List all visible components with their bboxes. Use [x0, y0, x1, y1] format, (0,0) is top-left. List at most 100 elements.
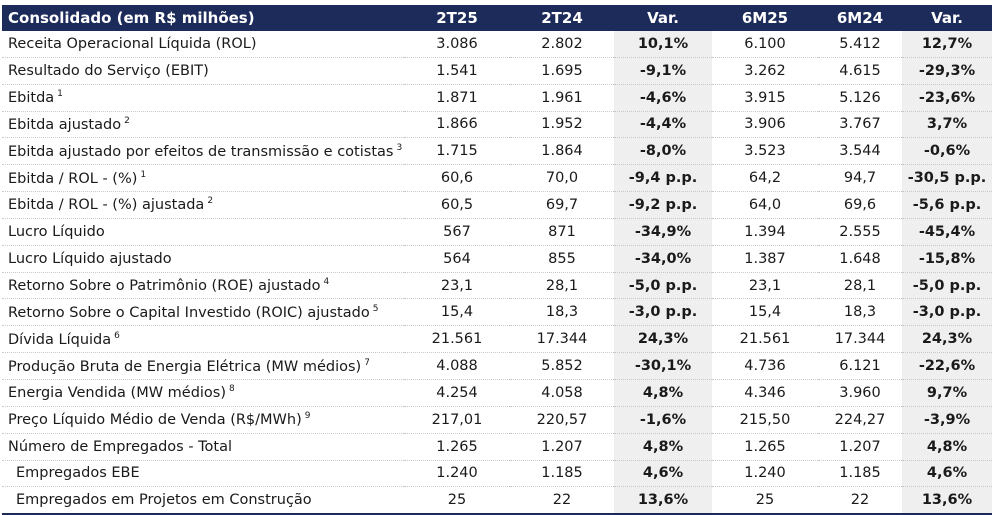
footnote-marker: 7 [364, 357, 370, 368]
cell-2t24: 1.952 [510, 111, 614, 139]
cell-6m25: 25 [712, 486, 818, 515]
cell-6m24: 3.767 [818, 111, 902, 139]
table-row: Preço Líquido Médio de Venda (R$/MWh) 9 21… [2, 406, 992, 434]
row-label: Retorno Sobre o Capital Investido (ROIC)… [8, 304, 370, 321]
cell-2t25: 60,6 [404, 164, 510, 193]
row-label: Ebitda ajustado [8, 116, 122, 133]
header-var-semester: Var. [902, 5, 992, 31]
cell-6m25: 1.265 [712, 433, 818, 461]
cell-2t24: 22 [510, 486, 614, 515]
cell-var-semester: 4,6% [902, 460, 992, 488]
cell-6m25: 64,0 [712, 191, 818, 219]
cell-2t24: 855 [510, 245, 614, 273]
cell-2t24: 1.207 [510, 433, 614, 461]
cell-2t24: 4.058 [510, 379, 614, 407]
table-row: Empregados em Projetos em Construção 25 22… [2, 486, 992, 515]
cell-6m25: 3.915 [712, 84, 818, 112]
row-label-cell: Empregados EBE [2, 460, 404, 488]
cell-6m25: 23,1 [712, 272, 818, 300]
footnote-marker: 1 [57, 89, 63, 100]
cell-var-semester: -29,3% [902, 57, 992, 85]
footnote-marker: 9 [304, 411, 311, 422]
row-label: Preço Líquido Médio de Venda (R$/MWh) [8, 412, 302, 429]
header-label: Consolidado (em R$ milhões) [2, 5, 404, 31]
cell-6m24: 94,7 [818, 164, 902, 193]
cell-6m25: 3.906 [712, 111, 818, 139]
header-var-quarter: Var. [614, 5, 712, 31]
row-label-cell: Retorno Sobre o Capital Investido (ROIC)… [2, 298, 404, 327]
header-6m25: 6M25 [712, 5, 818, 31]
cell-2t25: 23,1 [404, 272, 510, 300]
table-row: Produção Bruta de Energia Elétrica (MW m… [2, 352, 992, 380]
cell-6m25: 3.262 [712, 57, 818, 85]
cell-var-semester: 13,6% [902, 486, 992, 515]
row-label: Lucro Líquido [8, 223, 105, 240]
cell-var-quarter: 4,6% [614, 460, 712, 488]
cell-var-quarter: 4,8% [614, 433, 712, 461]
cell-2t25: 60,5 [404, 191, 510, 219]
cell-var-quarter: -8,0% [614, 137, 712, 166]
cell-var-semester: 3,7% [902, 111, 992, 139]
cell-2t24: 69,7 [510, 191, 614, 219]
cell-var-quarter: -4,4% [614, 111, 712, 139]
cell-var-semester: -3,9% [902, 406, 992, 434]
table-row: Receita Operacional Líquida (ROL) 3.086 2.… [2, 31, 992, 58]
cell-var-quarter: -5,0 p.p. [614, 272, 712, 300]
cell-6m24: 69,6 [818, 191, 902, 219]
cell-var-quarter: 4,8% [614, 379, 712, 407]
table-body: Receita Operacional Líquida (ROL) 3.086 2.… [2, 31, 992, 515]
table-row: Ebitda ajustado 2 1.866 1.952 -4,4% 3.906 3.76… [2, 111, 992, 139]
cell-var-semester: 4,8% [902, 433, 992, 461]
table-row: Ebitda / ROL - (%) ajustada 2 60,5 69,7 -9,2… [2, 191, 992, 219]
financial-summary-table: Consolidado (em R$ milhões) 2T25 2T24 Va… [2, 5, 992, 515]
cell-2t25: 1.871 [404, 84, 510, 112]
cell-var-quarter: 24,3% [614, 325, 712, 354]
cell-var-quarter: -34,9% [614, 218, 712, 246]
cell-2t24: 2.802 [510, 31, 614, 58]
cell-var-quarter: -4,6% [614, 84, 712, 112]
row-label: Energia Vendida (MW médios) [8, 385, 227, 402]
cell-2t24: 1.185 [510, 460, 614, 488]
cell-6m24: 17.344 [818, 325, 902, 354]
cell-2t25: 564 [404, 245, 510, 273]
row-label-cell: Empregados em Projetos em Construção [2, 486, 404, 515]
row-label: Ebitda [8, 90, 55, 107]
cell-2t24: 1.695 [510, 57, 614, 85]
row-label-cell: Produção Bruta de Energia Elétrica (MW m… [2, 352, 404, 380]
cell-6m25: 6.100 [712, 31, 818, 58]
cell-var-semester: -45,4% [902, 218, 992, 246]
row-label-cell: Ebitda 1 [2, 84, 404, 112]
footnote-marker: 2 [124, 115, 130, 126]
cell-2t24: 1.864 [510, 137, 614, 166]
cell-var-quarter: 13,6% [614, 486, 712, 515]
row-label: Receita Operacional Líquida (ROL) [8, 35, 257, 52]
header-6m24: 6M24 [818, 5, 902, 31]
row-label: Número de Empregados - Total [8, 438, 233, 455]
cell-2t25: 3.086 [404, 31, 510, 58]
cell-2t24: 70,0 [510, 164, 614, 193]
cell-var-quarter: -3,0 p.p. [614, 298, 712, 327]
cell-6m25: 1.394 [712, 218, 818, 246]
cell-2t24: 5.852 [510, 352, 614, 380]
row-label-cell: Número de Empregados - Total [2, 433, 404, 461]
table-row: Retorno Sobre o Patrimônio (ROE) ajustad… [2, 272, 992, 300]
cell-var-quarter: 10,1% [614, 31, 712, 58]
row-label: Retorno Sobre o Patrimônio (ROE) ajustad… [8, 278, 321, 295]
cell-var-quarter: -1,6% [614, 406, 712, 434]
row-label: Produção Bruta de Energia Elétrica (MW m… [8, 358, 362, 375]
cell-2t25: 1.265 [404, 433, 510, 461]
cell-var-semester: 9,7% [902, 379, 992, 407]
cell-2t25: 15,4 [404, 298, 510, 327]
cell-var-semester: -15,8% [902, 245, 992, 273]
cell-6m25: 1.387 [712, 245, 818, 273]
cell-var-semester: -3,0 p.p. [902, 298, 992, 327]
cell-2t25: 1.541 [404, 57, 510, 85]
row-label-cell: Dívida Líquida 6 [2, 325, 404, 354]
row-label-cell: Ebitda / ROL - (%) 1 [2, 164, 404, 193]
row-label-cell: Ebitda ajustado por efeitos de transmiss… [2, 137, 404, 166]
footnote-marker: 5 [372, 303, 379, 314]
row-label-cell: Lucro Líquido ajustado [2, 245, 404, 273]
row-label: Ebitda / ROL - (%) [8, 170, 138, 187]
cell-var-quarter: -30,1% [614, 352, 712, 380]
cell-6m24: 1.648 [818, 245, 902, 273]
